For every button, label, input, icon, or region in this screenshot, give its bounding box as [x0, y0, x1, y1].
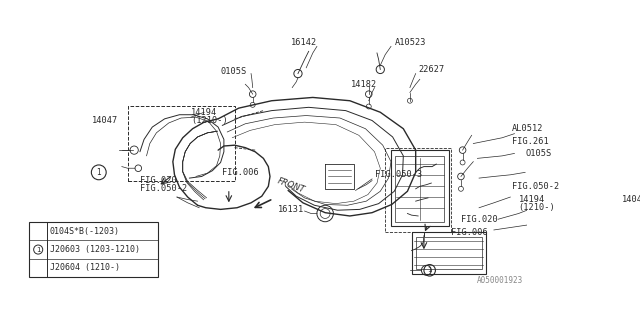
- Text: FIG.006: FIG.006: [451, 228, 488, 237]
- Bar: [391, 150, 449, 226]
- Text: 1: 1: [428, 267, 432, 273]
- Text: 16142: 16142: [291, 38, 317, 47]
- Bar: [412, 232, 486, 274]
- Text: 14182: 14182: [351, 80, 377, 89]
- Text: J20603 (1203-1210): J20603 (1203-1210): [50, 245, 140, 254]
- Text: O105S: O105S: [525, 149, 552, 158]
- Text: FIG.006: FIG.006: [222, 168, 259, 177]
- Text: (1210-): (1210-): [518, 203, 556, 212]
- Bar: [385, 148, 451, 232]
- Text: A050001923: A050001923: [476, 276, 523, 285]
- Text: FIG.261: FIG.261: [512, 137, 548, 146]
- Text: 1: 1: [36, 246, 40, 252]
- Text: 1: 1: [97, 168, 101, 177]
- Text: 22627: 22627: [418, 65, 444, 74]
- Bar: [395, 156, 445, 222]
- Text: FIG.050-3: FIG.050-3: [374, 170, 422, 179]
- Text: FIG.020: FIG.020: [140, 176, 177, 185]
- Text: 0105S: 0105S: [221, 67, 247, 76]
- Text: (1210-): (1210-): [191, 116, 228, 125]
- Text: A10523: A10523: [395, 38, 427, 47]
- Text: 14047: 14047: [92, 116, 118, 125]
- Bar: [415, 236, 481, 269]
- Text: 14194: 14194: [191, 108, 217, 117]
- Text: FIG.050-2: FIG.050-2: [140, 184, 187, 193]
- Text: 16131: 16131: [278, 205, 305, 214]
- Text: 0104S*B(-1203): 0104S*B(-1203): [50, 227, 120, 236]
- Text: 14194: 14194: [518, 195, 545, 204]
- Text: FIG.020: FIG.020: [461, 215, 498, 224]
- Bar: [127, 107, 235, 180]
- Text: 14047: 14047: [621, 195, 640, 204]
- Text: FIG.050-2: FIG.050-2: [512, 182, 559, 191]
- Text: AL0512: AL0512: [512, 124, 543, 133]
- Text: FRONT: FRONT: [276, 176, 306, 195]
- Text: J20604 (1210-): J20604 (1210-): [50, 263, 120, 273]
- Bar: [29, 222, 158, 277]
